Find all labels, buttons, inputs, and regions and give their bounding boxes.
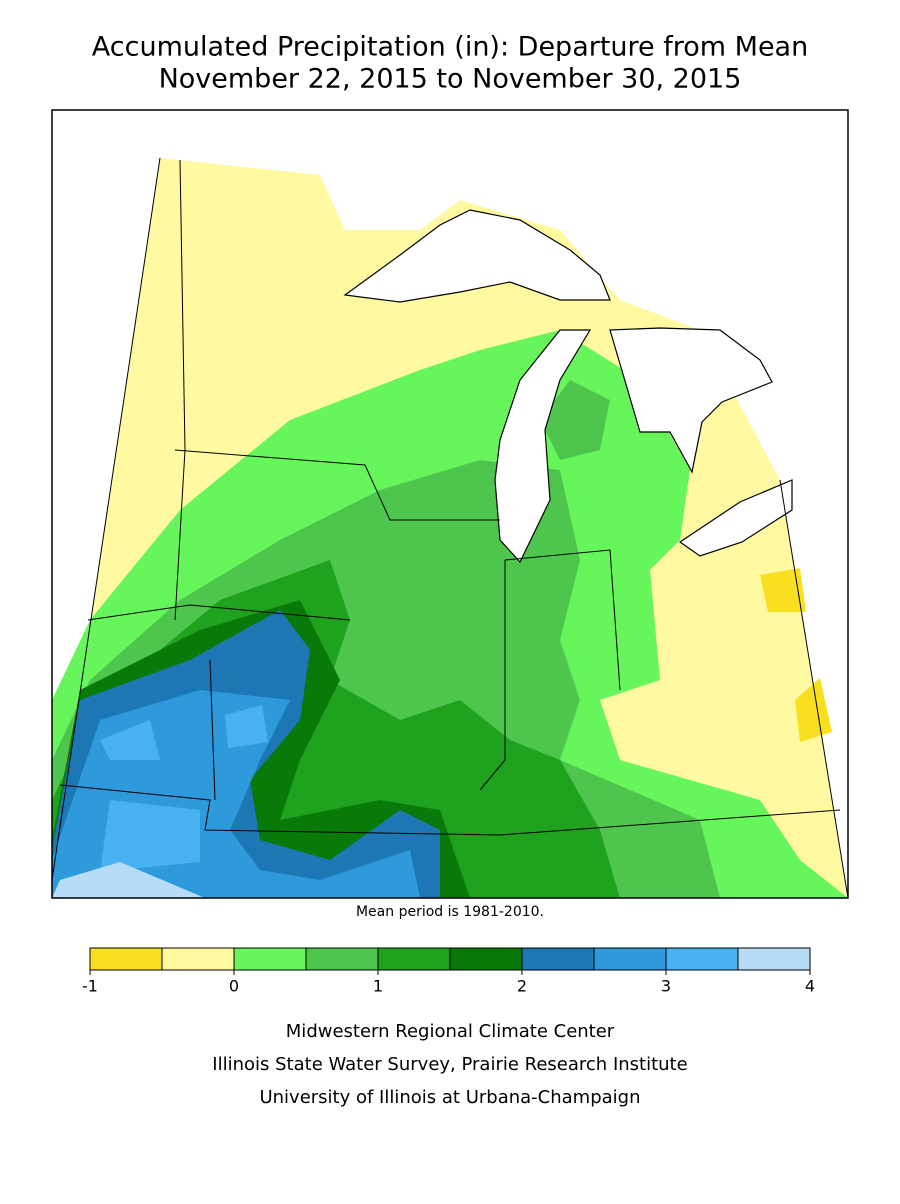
note: Mean period is 1981-2010. (356, 904, 544, 920)
map-frame (51, 109, 849, 899)
border (209, 659, 216, 801)
legend-tick-label: 4 (805, 977, 815, 996)
legend-tick-label: 1 (373, 977, 383, 996)
legend-box (449, 947, 523, 971)
legend-tick-label: -1 (82, 977, 98, 996)
border (479, 560, 506, 791)
legend-tick-label: 2 (517, 977, 527, 996)
credit: Illinois State Water Survey, Prairie Res… (212, 1054, 687, 1075)
legend-box (377, 947, 451, 971)
legend-box (89, 947, 163, 971)
credit: Midwestern Regional Climate Center (286, 1021, 615, 1042)
lake (343, 209, 611, 303)
border (504, 549, 621, 691)
title-line: Accumulated Precipitation (in): Departur… (92, 32, 808, 63)
border (59, 784, 841, 836)
title-line: November 22, 2015 to November 30, 2015 (159, 64, 742, 95)
map (51, 109, 849, 899)
border (779, 479, 849, 899)
legend-tick-label: 3 (661, 977, 671, 996)
region (225, 705, 268, 748)
lake (678, 479, 793, 557)
region (760, 568, 806, 612)
legend-box (665, 947, 739, 971)
region (100, 800, 200, 872)
legend-box (233, 947, 307, 971)
legend-box (521, 947, 595, 971)
region (540, 380, 610, 460)
border (87, 604, 351, 621)
legend-tick-label: 0 (229, 977, 239, 996)
credit: University of Illinois at Urbana-Champai… (259, 1087, 640, 1108)
legend-box (305, 947, 379, 971)
border (174, 449, 500, 521)
legend: -1 0 1 2 3 4 (82, 947, 815, 996)
border (51, 157, 161, 881)
region (100, 720, 160, 760)
region (795, 678, 832, 742)
legend-box (161, 947, 235, 971)
legend-box (593, 947, 667, 971)
region (52, 862, 205, 898)
lake (609, 327, 773, 474)
legend-box (737, 947, 811, 971)
border (174, 159, 186, 621)
